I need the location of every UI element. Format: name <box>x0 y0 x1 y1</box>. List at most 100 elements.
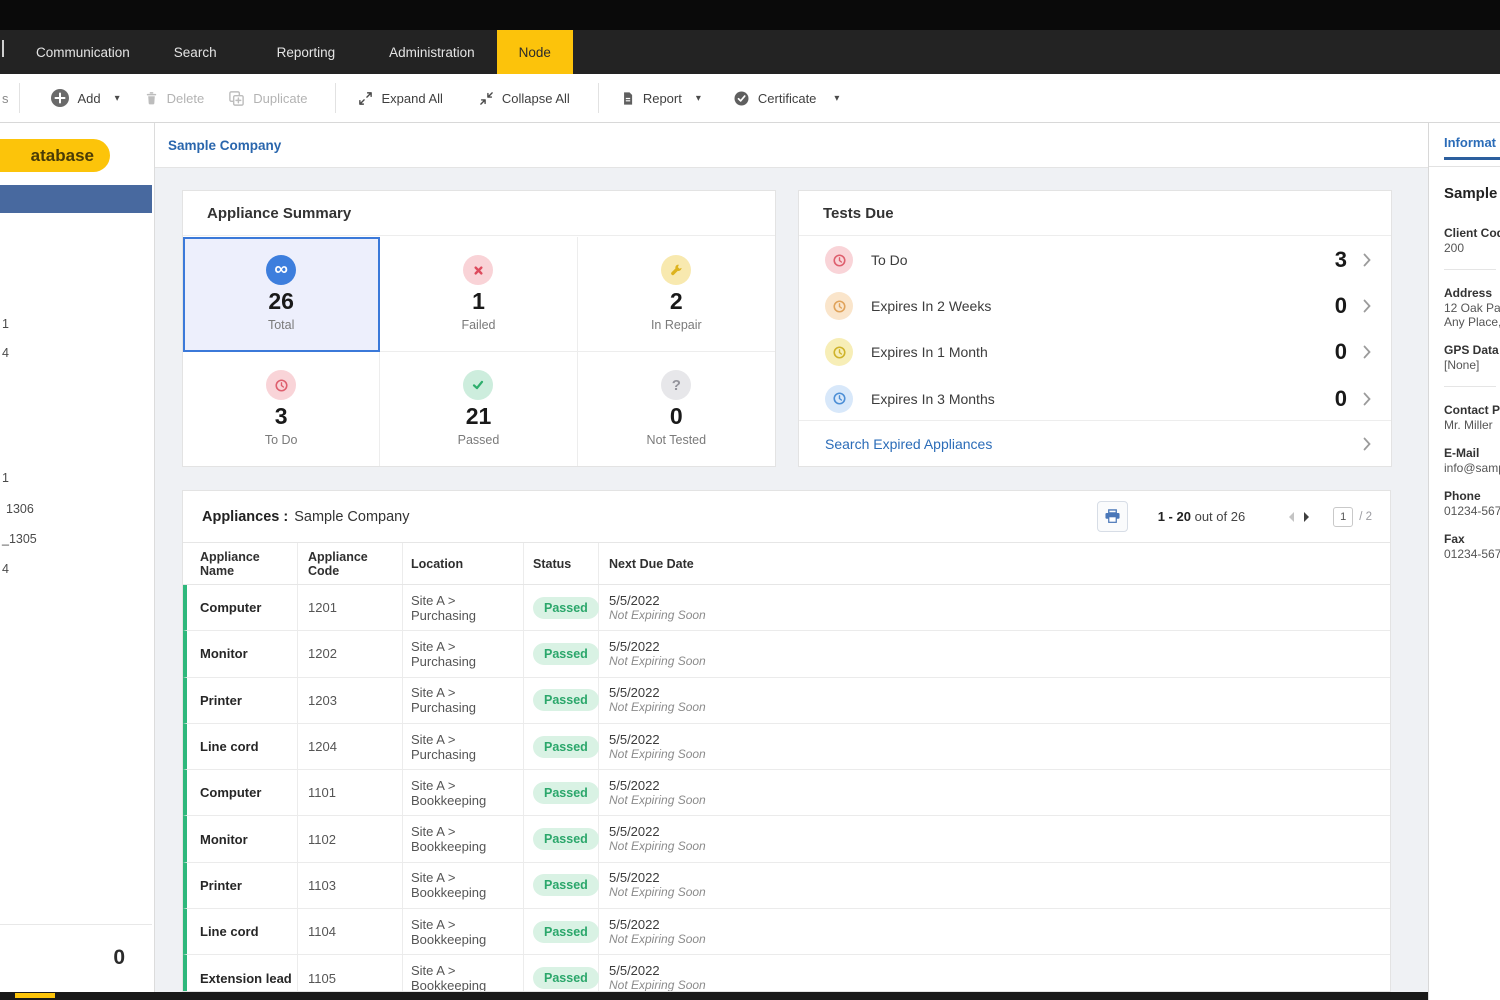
cell-appliance-code: 1201 <box>298 585 403 631</box>
info-field-email: E-Mail info@samp <box>1444 446 1500 475</box>
tab-reporting[interactable]: Reporting <box>276 44 336 60</box>
summary-cell-in-repair[interactable]: 2 In Repair <box>577 237 775 352</box>
system-top-bar <box>0 0 1500 30</box>
toolbar-divider <box>597 83 599 113</box>
clock-red-icon <box>825 246 853 275</box>
next-page-icon[interactable] <box>1303 511 1311 523</box>
table-row[interactable]: Line cord 1104 Site A > Bookkeeping Pass… <box>183 909 1390 956</box>
collapse-all-label: Collapse All <box>501 90 570 106</box>
status-badge: Passed <box>533 735 599 758</box>
appliances-title: Appliances : <box>202 508 289 525</box>
tests-due-footer: Search Expired Appliances <box>799 420 1391 466</box>
chevron-right-icon[interactable] <box>1363 253 1371 267</box>
report-label: Report <box>642 90 682 106</box>
cell-status: Passed <box>524 770 599 816</box>
tests-due-row-3-months[interactable]: Expires In 3 Months 0 <box>799 376 1391 422</box>
cell-appliance-code: 1203 <box>298 677 403 723</box>
table-row[interactable]: Printer 1103 Site A > Bookkeeping Passed… <box>183 862 1390 910</box>
tests-due-label: Expires In 2 Weeks <box>871 298 992 315</box>
table-row[interactable]: Monitor 1202 Site A > Purchasing Passed … <box>183 631 1390 678</box>
duplicate-label: Duplicate <box>253 90 308 106</box>
tree-item[interactable]: 1306 <box>6 502 34 516</box>
column-header-location[interactable]: Location <box>403 543 524 584</box>
summary-cell-failed[interactable]: 1 Failed <box>380 237 578 352</box>
column-header-appliance-name[interactable]: Appliance Name <box>183 543 298 584</box>
certificate-button[interactable]: Certificate ▾ <box>733 90 840 107</box>
tests-due-label: Expires In 3 Months <box>871 390 995 407</box>
tab-administration[interactable]: Administration <box>389 44 475 60</box>
cell-appliance-name: Computer <box>187 770 298 816</box>
certificate-label: Certificate <box>757 90 817 106</box>
info-field-gps: GPS Data [None] <box>1444 343 1500 372</box>
add-button[interactable]: Add ▾ <box>50 88 120 108</box>
page-number-input[interactable]: 1 <box>1333 506 1354 527</box>
table-row[interactable]: Printer 1203 Site A > Purchasing Passed … <box>183 677 1390 724</box>
cell-location: Site A > Bookkeeping <box>403 862 524 909</box>
collapse-all-button[interactable]: Collapse All <box>479 91 570 106</box>
cell-appliance-code: 1101 <box>298 770 403 816</box>
pagination-arrows <box>1287 511 1311 523</box>
selected-tree-item-bar[interactable] <box>0 185 152 213</box>
tree-item[interactable]: 1 <box>2 317 9 331</box>
table-row[interactable]: Extension lead 1105 Site A > Bookkeeping… <box>183 955 1390 991</box>
tests-due-row-2-weeks[interactable]: Expires In 2 Weeks 0 <box>799 283 1391 329</box>
expand-all-button[interactable]: Expand All <box>358 91 443 106</box>
cell-appliance-name: Computer <box>187 585 298 631</box>
info-field-client-code: Client Cod 200 <box>1444 226 1500 255</box>
table-row[interactable]: Line cord 1204 Site A > Purchasing Passe… <box>183 723 1390 771</box>
tests-due-row-1-month[interactable]: Expires In 1 Month 0 <box>799 329 1391 375</box>
database-button[interactable]: atabase <box>0 139 110 172</box>
table-row[interactable]: Computer 1201 Site A > Purchasing Passed… <box>183 585 1390 632</box>
info-heading: Sample <box>1444 185 1498 202</box>
summary-cell-passed[interactable]: 21 Passed <box>380 351 578 466</box>
tab-search[interactable]: Search <box>173 44 217 60</box>
table-row[interactable]: Monitor 1102 Site A > Bookkeeping Passed… <box>183 816 1390 863</box>
chevron-right-icon[interactable] <box>1363 345 1371 359</box>
column-header-next-due-date[interactable]: Next Due Date <box>609 556 694 571</box>
summary-cell-to-do[interactable]: 3 To Do <box>183 351 381 466</box>
appliances-title-company: Sample Company <box>294 508 410 525</box>
chevron-right-icon[interactable] <box>1363 299 1371 313</box>
delete-button[interactable]: Delete <box>144 91 204 106</box>
summary-cell-total[interactable]: ∞ 26 Total <box>183 237 381 352</box>
chevron-right-icon[interactable] <box>1363 437 1371 451</box>
field-label: GPS Data <box>1444 343 1499 357</box>
column-header-status[interactable]: Status <box>524 543 599 584</box>
report-button[interactable]: Report ▾ <box>621 91 701 106</box>
breadcrumb[interactable]: Sample Company <box>168 137 282 153</box>
tab-node[interactable]: Node <box>496 30 573 74</box>
tree-item[interactable]: _1305 <box>2 532 37 546</box>
chevron-right-icon[interactable] <box>1363 392 1371 406</box>
due-date: 5/5/2022 <box>609 592 660 608</box>
info-divider <box>1444 386 1496 387</box>
print-button[interactable] <box>1096 501 1128 532</box>
tests-due-row-to-do[interactable]: To Do 3 <box>799 237 1391 283</box>
search-expired-appliances-link[interactable]: Search Expired Appliances <box>825 435 993 452</box>
prev-page-icon[interactable] <box>1287 511 1295 523</box>
tree-item[interactable]: 4 <box>2 562 9 576</box>
field-value: Any Place, <box>1444 315 1500 329</box>
caret-down-icon[interactable]: ▾ <box>695 92 701 104</box>
caret-down-icon[interactable]: ▾ <box>114 92 120 104</box>
field-label: Fax <box>1444 532 1465 546</box>
field-value: info@samp <box>1444 461 1500 475</box>
tree-item[interactable]: 4 <box>2 346 9 360</box>
cell-next-due-date: 5/5/2022 Not Expiring Soon <box>599 909 1390 954</box>
caret-down-icon[interactable]: ▾ <box>834 92 840 104</box>
tree-item[interactable]: 1 <box>2 471 9 485</box>
infinity-icon: ∞ <box>266 255 297 286</box>
due-note: Not Expiring Soon <box>609 885 706 900</box>
summary-label: Passed <box>457 433 500 448</box>
question-icon: ? <box>661 370 692 401</box>
column-header-appliance-code[interactable]: Appliance Code <box>298 543 403 584</box>
duplicate-button[interactable]: Duplicate <box>228 90 307 107</box>
due-date: 5/5/2022 <box>609 638 660 654</box>
tab-information[interactable]: Informat <box>1444 135 1496 150</box>
summary-cell-not-tested[interactable]: ? 0 Not Tested <box>578 352 775 467</box>
tab-communication[interactable]: Communication <box>36 44 130 60</box>
table-row[interactable]: Computer 1101 Site A > Bookkeeping Passe… <box>183 770 1390 817</box>
field-label: Address <box>1444 286 1493 300</box>
field-value: 01234-5678 <box>1444 504 1500 518</box>
appliances-card: Appliances : Sample Company 1 - 20 out o… <box>182 490 1391 992</box>
summary-value: 2 <box>669 288 683 315</box>
